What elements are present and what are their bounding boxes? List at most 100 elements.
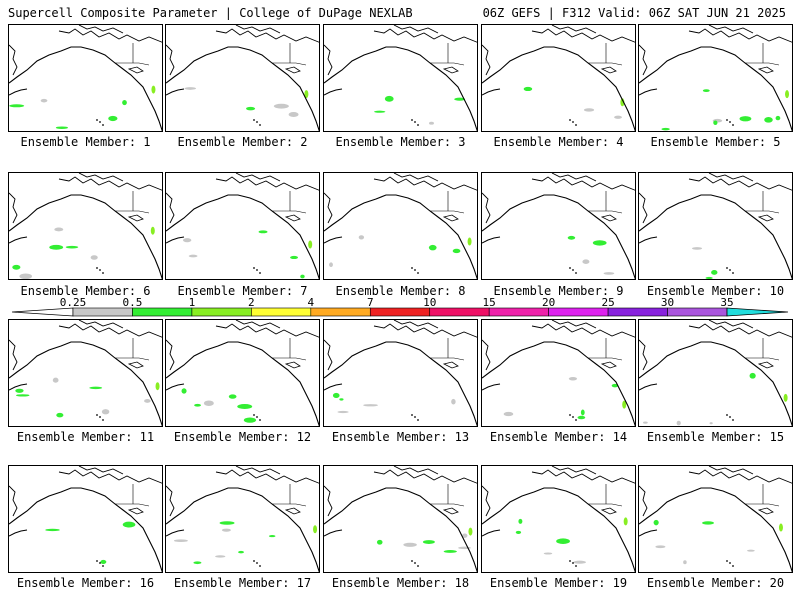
scp-contour-area [122, 99, 127, 106]
hawaii-islands [253, 414, 255, 416]
hawaii-islands [102, 565, 104, 567]
coastline [551, 320, 597, 329]
coastline [127, 361, 144, 369]
coastline [235, 466, 281, 475]
basemap [324, 320, 477, 426]
coastline [430, 62, 465, 66]
ensemble-map-panel [481, 465, 636, 573]
scp-contour-area [273, 103, 289, 109]
coastline [482, 487, 635, 572]
coastline [688, 28, 792, 43]
legend-color-bin [310, 307, 371, 317]
scp-contour-area [184, 87, 197, 90]
coastline [166, 192, 175, 224]
coastline [430, 503, 465, 507]
coastline [58, 28, 162, 43]
scp-contour-area [428, 244, 437, 251]
coastline [235, 25, 281, 34]
coastline [708, 173, 754, 182]
coastline [166, 341, 319, 426]
coastline [588, 503, 623, 507]
hawaii-islands [575, 124, 577, 126]
hawaii-islands [99, 121, 101, 123]
coastline [639, 46, 792, 131]
coastline [115, 62, 150, 66]
coastline [115, 503, 150, 507]
basemap [166, 466, 319, 572]
coastline [324, 339, 333, 371]
basemap [9, 466, 162, 572]
hawaii-islands [256, 269, 258, 271]
scp-contour-area [702, 89, 710, 93]
coastline [745, 62, 780, 66]
scp-contour-area [620, 98, 625, 107]
ensemble-member-label: Ensemble Member: 8 [335, 284, 466, 298]
scp-contour-area [676, 420, 681, 426]
legend-color-bin [667, 307, 728, 317]
coastline [166, 44, 175, 76]
scp-contour-area [15, 388, 24, 393]
hawaii-islands [99, 416, 101, 418]
ensemble-member-label: Ensemble Member: 15 [646, 430, 785, 444]
coastline [757, 507, 774, 515]
coastline [688, 469, 792, 484]
scp-contour-area [288, 111, 299, 117]
hawaii-islands [732, 419, 734, 421]
scp-contour-area [567, 235, 576, 240]
ensemble-member-label: Ensemble Member: 3 [335, 135, 466, 149]
legend-color-bin [548, 307, 609, 317]
scp-contour-area [778, 523, 783, 532]
basemap [324, 173, 477, 279]
scp-contour-area [56, 412, 64, 418]
hawaii-islands [726, 267, 728, 269]
scp-contour-area [308, 240, 313, 249]
coastline [284, 507, 301, 515]
scp-contour-area [144, 399, 151, 403]
ensemble-map-panel [638, 24, 793, 132]
coastline [9, 194, 162, 279]
hawaii-islands [102, 419, 104, 421]
basemap [166, 25, 319, 131]
hawaii-islands [417, 272, 419, 274]
scp-contour-area [52, 377, 59, 383]
coastline [58, 176, 162, 191]
scp-contour-area [422, 540, 435, 544]
hawaii-islands [417, 419, 419, 421]
coastline [393, 173, 439, 182]
scp-contour-area [243, 417, 257, 423]
coastline [115, 210, 150, 214]
scp-contour-area [785, 90, 790, 99]
scp-contour-area [614, 115, 622, 119]
coastline [166, 236, 185, 244]
coastline [482, 46, 635, 131]
map-title: Supercell Composite Parameter | College … [8, 6, 413, 20]
scp-contour-area [653, 519, 659, 526]
basemap [9, 320, 162, 426]
coastline [127, 214, 144, 222]
hawaii-islands [411, 414, 413, 416]
coastline [551, 173, 597, 182]
ensemble-member-label: Ensemble Member: 7 [177, 284, 308, 298]
legend-color-bin [488, 307, 549, 317]
coastline [373, 469, 477, 484]
scp-contour-area [655, 545, 666, 549]
ensemble-member-label: Ensemble Member: 17 [173, 576, 312, 590]
scp-contour-area [89, 386, 103, 390]
coastline [639, 529, 658, 537]
hawaii-islands [256, 562, 258, 564]
scp-contour-area [643, 421, 648, 424]
coastline [166, 46, 319, 131]
legend-tick-label: 0.5 [122, 296, 143, 309]
ensemble-map-panel [638, 465, 793, 573]
hawaii-islands [729, 416, 731, 418]
scp-contour-area [467, 237, 472, 246]
legend-tick-label: 15 [482, 296, 496, 309]
valid-time-title: 06Z GEFS | F312 Valid: 06Z SAT JUN 21 20… [482, 6, 786, 20]
scp-contour-area [332, 392, 340, 399]
hawaii-islands [729, 562, 731, 564]
scp-contour-area [12, 264, 21, 270]
scp-contour-area [622, 400, 627, 409]
scp-contour-area [709, 422, 713, 425]
coastline [78, 173, 124, 182]
coastline [531, 28, 635, 43]
